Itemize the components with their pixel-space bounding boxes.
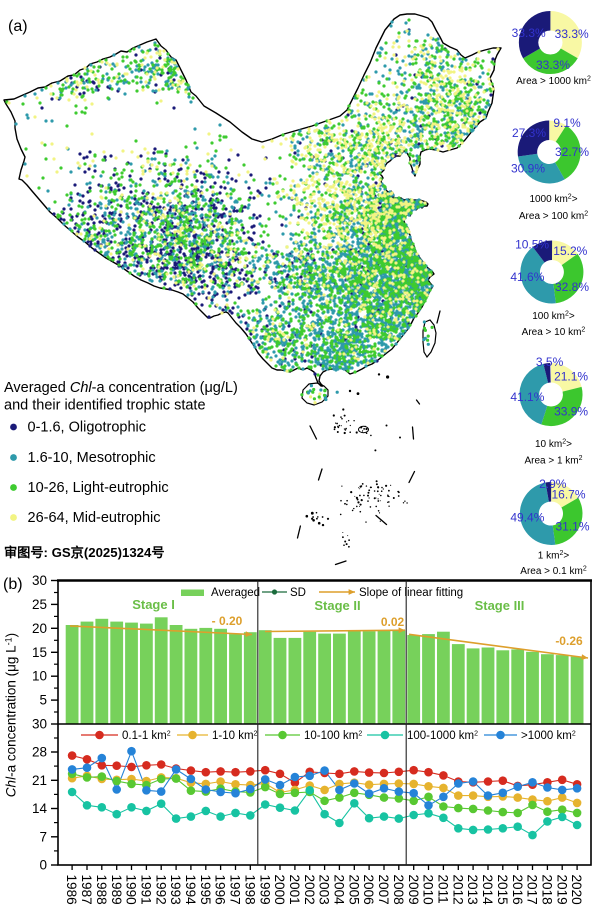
svg-text:(a): (a)	[8, 18, 28, 35]
